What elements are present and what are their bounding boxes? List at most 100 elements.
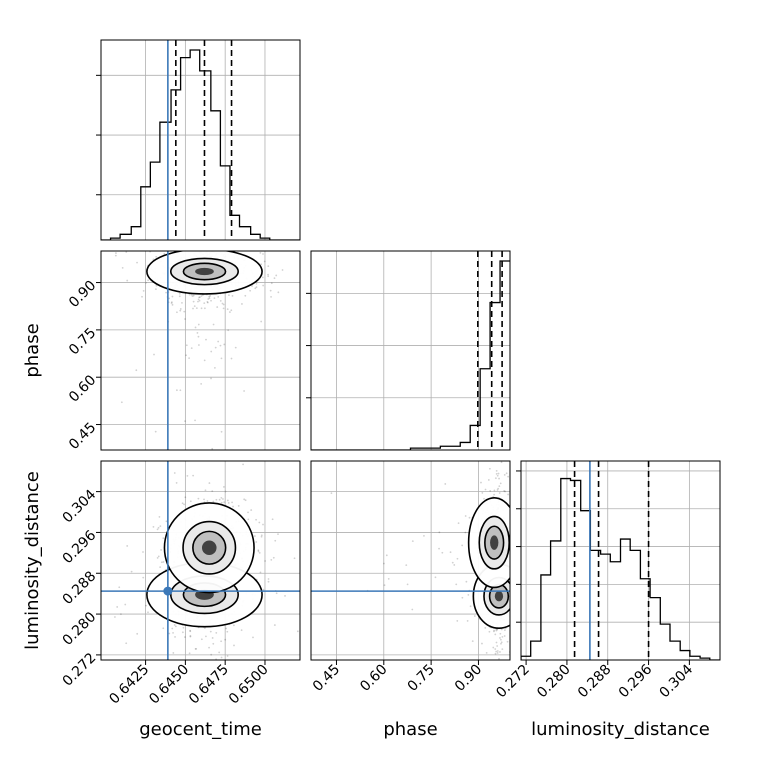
scatter-point [267,275,270,278]
scatter-point [518,553,520,555]
panel-frame [310,460,511,661]
scatter-point [218,651,221,654]
scatter-point [206,301,209,304]
scatter-point [197,497,200,500]
scatter-point [500,628,503,631]
scatter-point [118,586,121,589]
scatter-point [511,540,513,542]
scatter-point [494,633,497,636]
scatter-point [233,244,235,246]
scatter-point [461,544,464,547]
scatter-point [184,420,186,423]
scatter-point [173,472,176,474]
scatter-point [510,590,512,592]
scatter-point [121,266,124,269]
scatter-point [515,572,517,574]
scatter-point [162,627,165,630]
scatter-point [270,558,273,561]
scatter-point [267,578,270,580]
y-axis-label-luminosity_distance: luminosity_distance [22,471,43,650]
scatter-point [244,294,247,297]
scatter-point [198,344,200,346]
scatter-point [193,228,195,230]
scatter-point [224,638,227,641]
scatter-point [205,338,207,341]
scatter-point [273,624,276,626]
scatter-point [330,492,333,495]
scatter-point [196,332,199,334]
scatter-point [182,626,185,629]
scatter-point [275,274,278,277]
scatter-point [306,576,308,578]
scatter-point [503,635,506,637]
scatter-point [511,580,513,582]
scatter-point [225,627,228,630]
scatter-point [201,247,203,249]
scatter-point [195,647,198,650]
scatter-point [511,603,513,605]
scatter-point [185,354,188,357]
scatter-point [258,552,261,554]
y-tick-label: 0.60 [66,372,99,405]
scatter-point [219,344,222,347]
scatter-point [166,241,168,243]
y-tick-label: 0.45 [66,420,99,453]
scatter-point [191,238,193,240]
scatter-point [159,525,162,528]
scatter-point [192,203,194,205]
scatter-point [155,284,158,287]
y-tick-label: 0.272 [60,650,100,690]
scatter-point [512,583,514,585]
scatter-point [212,642,215,645]
scatter-point [451,561,454,564]
scatter-point [168,297,171,300]
scatter-point [165,291,168,294]
scatter-point [503,672,505,674]
scatter-point [512,520,514,522]
scatter-point [249,289,252,292]
scatter-point [233,247,235,249]
scatter-point [531,542,533,544]
scatter-point [494,652,497,655]
scatter-point [147,611,149,614]
scatter-point [197,298,200,301]
y-tick-label: 0.75 [66,325,99,358]
scatter-point [387,577,390,580]
scatter-point [202,249,204,251]
scatter-point [154,288,157,291]
scatter-point [319,652,321,654]
scatter-point [176,311,178,314]
scatter-point [172,652,175,654]
scatter-point [496,650,499,652]
scatter-point [237,674,239,676]
scatter-point [217,203,219,205]
panel-frame [310,250,511,451]
y-tick-label: 0.296 [60,527,100,567]
scatter-point [383,584,386,587]
scatter-point [201,248,203,250]
scatter-point [178,295,181,298]
scatter-point [206,500,209,502]
scatter-point [484,488,487,491]
scatter-point [313,538,315,540]
scatter-point [216,306,219,308]
x-axis-label-geocent_time: geocent_time [139,719,262,740]
scatter-point [229,311,231,313]
scatter-point [169,244,171,246]
scatter-point [495,629,498,632]
scatter-point [226,630,229,633]
scatter-point [200,638,203,641]
scatter-point [217,242,219,244]
scatter-point [211,447,214,450]
scatter-point [488,440,490,442]
scatter-point [209,630,212,633]
scatter-point [210,350,213,353]
scatter-point [157,555,160,558]
scatter-point [226,499,229,502]
scatter-point [222,303,225,306]
scatter-point [500,641,503,644]
scatter-point [174,636,176,638]
scatter-point [126,545,129,547]
scatter-point [511,511,513,513]
scatter-point [231,501,233,504]
